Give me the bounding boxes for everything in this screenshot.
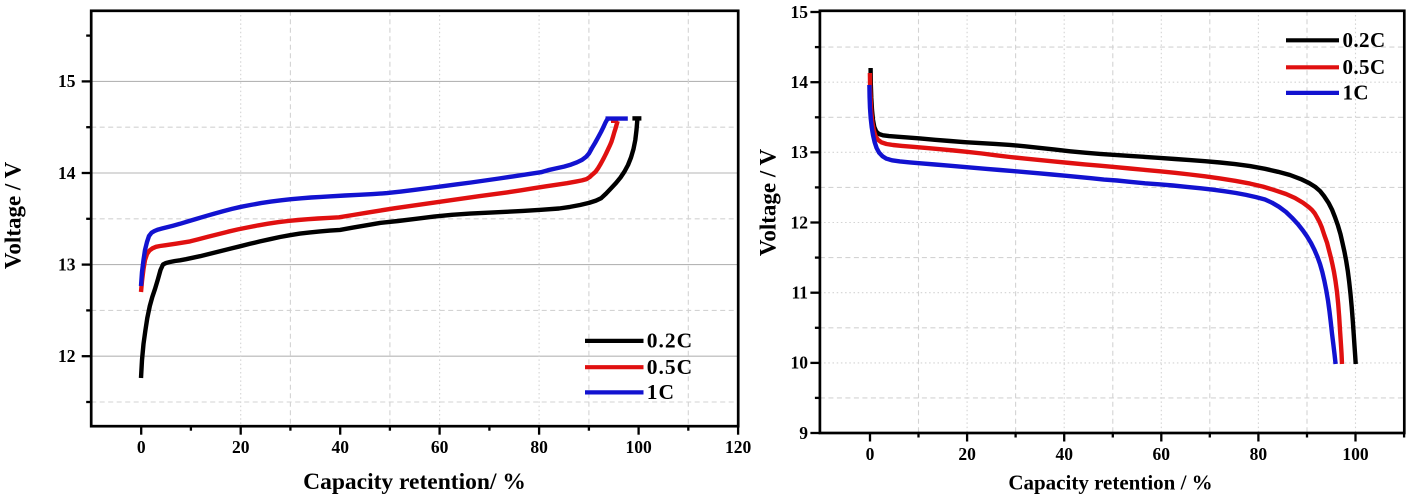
svg-text:13: 13 bbox=[791, 142, 809, 162]
svg-text:60: 60 bbox=[1153, 444, 1171, 464]
svg-text:11: 11 bbox=[791, 283, 808, 303]
svg-text:0.5C: 0.5C bbox=[1343, 55, 1386, 79]
svg-text:120: 120 bbox=[725, 437, 752, 457]
svg-text:15: 15 bbox=[791, 2, 809, 22]
svg-text:100: 100 bbox=[1342, 444, 1369, 464]
svg-text:100: 100 bbox=[625, 437, 652, 457]
svg-text:0: 0 bbox=[866, 444, 875, 464]
svg-text:20: 20 bbox=[232, 437, 250, 457]
svg-text:14: 14 bbox=[791, 72, 809, 92]
svg-text:40: 40 bbox=[331, 437, 349, 457]
svg-text:9: 9 bbox=[799, 423, 808, 443]
svg-text:Capacity retention / %: Capacity retention / % bbox=[1008, 470, 1212, 494]
svg-text:13: 13 bbox=[58, 254, 76, 274]
svg-text:1C: 1C bbox=[647, 380, 675, 404]
svg-text:0.2C: 0.2C bbox=[1343, 28, 1386, 52]
svg-text:12: 12 bbox=[791, 212, 809, 232]
svg-text:60: 60 bbox=[431, 437, 449, 457]
svg-text:10: 10 bbox=[791, 353, 809, 373]
svg-text:0.2C: 0.2C bbox=[647, 329, 693, 353]
svg-text:0.5C: 0.5C bbox=[647, 355, 693, 379]
svg-text:12: 12 bbox=[58, 346, 76, 366]
svg-text:80: 80 bbox=[530, 437, 548, 457]
svg-text:15: 15 bbox=[58, 71, 76, 91]
svg-text:Voltage / V: Voltage / V bbox=[1, 161, 26, 269]
svg-text:Voltage / V: Voltage / V bbox=[756, 148, 781, 256]
svg-text:0: 0 bbox=[137, 437, 146, 457]
svg-text:14: 14 bbox=[58, 163, 76, 183]
svg-text:40: 40 bbox=[1055, 444, 1073, 464]
svg-text:20: 20 bbox=[958, 444, 976, 464]
svg-text:Capacity retention/ %: Capacity retention/ % bbox=[303, 469, 526, 495]
svg-text:80: 80 bbox=[1250, 444, 1268, 464]
svg-text:1C: 1C bbox=[1343, 81, 1369, 105]
